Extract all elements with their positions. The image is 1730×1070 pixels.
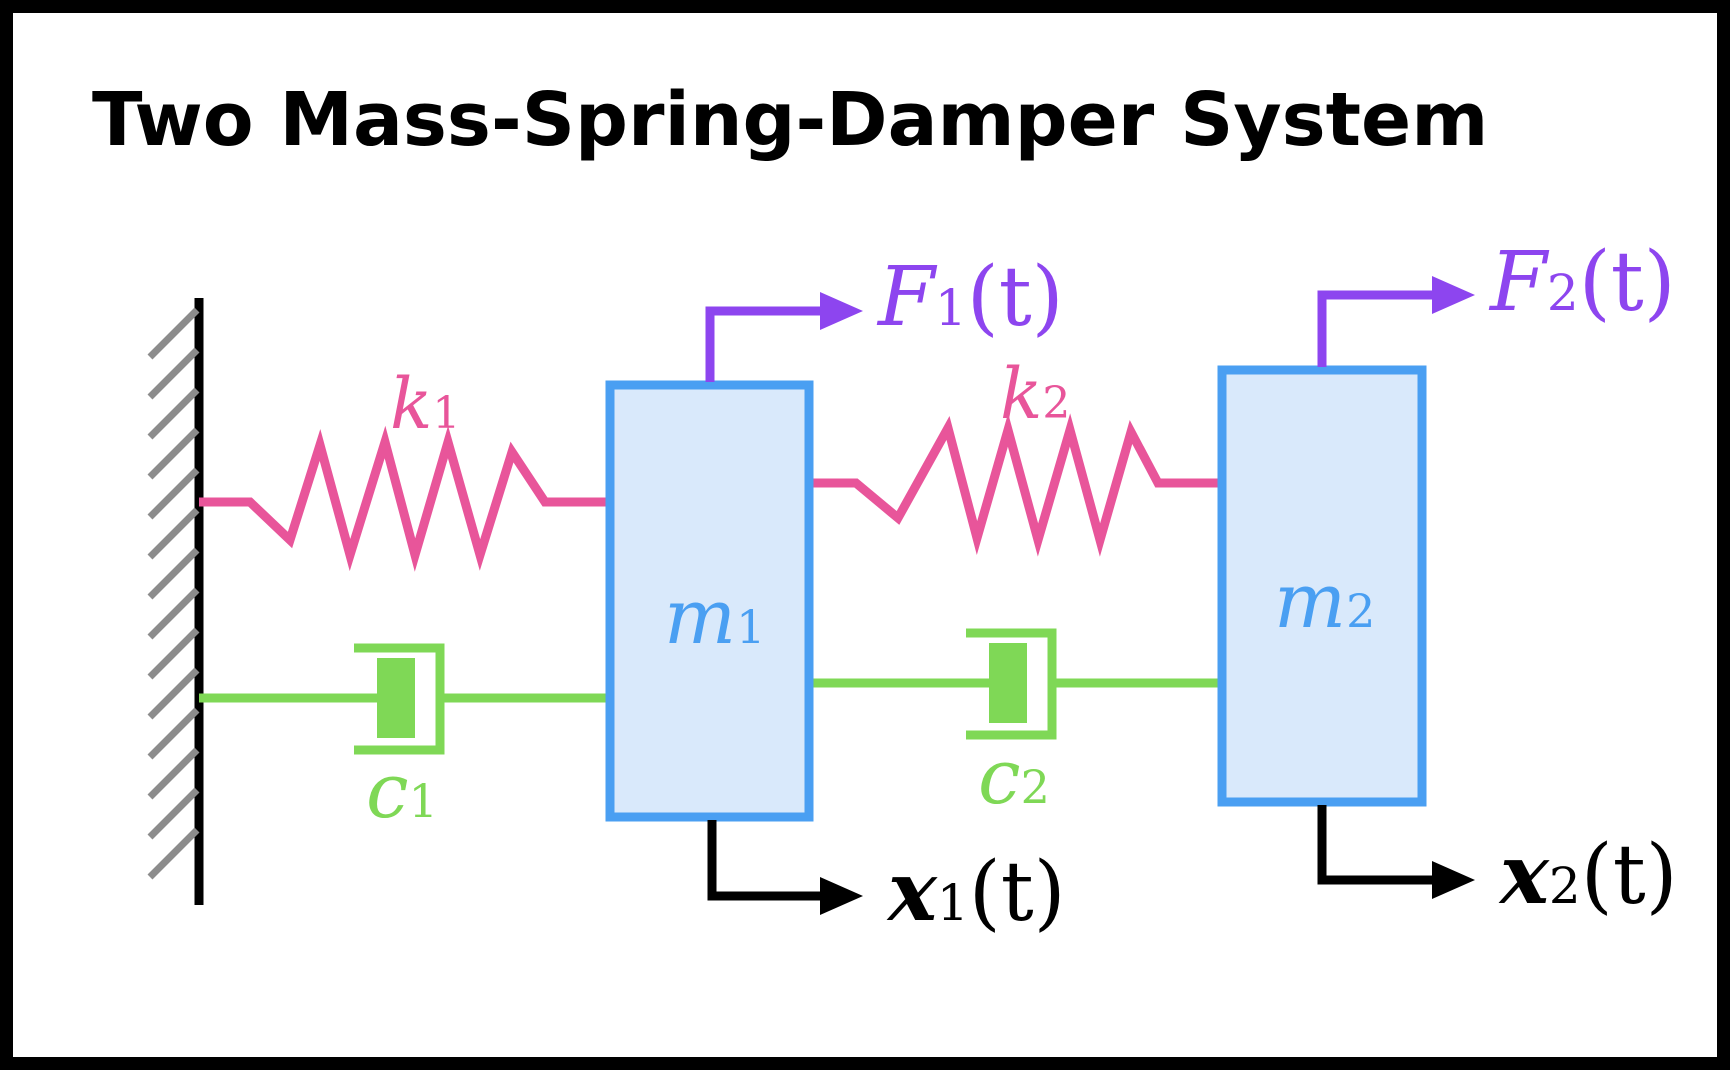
displacement-x2-line <box>1317 805 1440 885</box>
label-c1: c1 <box>366 746 438 835</box>
fixed-wall <box>147 298 204 905</box>
spring-k1 <box>199 425 606 572</box>
displacement-arrow-x1 <box>707 820 863 915</box>
label-m2: m2 <box>1274 556 1375 645</box>
wall-hatch-line <box>147 387 200 440</box>
wall-hatch-line <box>147 347 200 400</box>
mass-m1 <box>605 380 814 822</box>
spring-k2 <box>813 413 1218 557</box>
label-f1: F1(t) <box>876 250 1064 345</box>
wall-hatch-line <box>147 827 200 880</box>
force-arrow-f2 <box>1317 276 1475 367</box>
force-f1-arrowhead <box>820 292 863 330</box>
wall-hatch-line <box>147 507 200 560</box>
label-x1: x1(t) <box>886 844 1066 940</box>
wall-hatch-line <box>147 747 200 800</box>
wall-hatching <box>147 307 200 880</box>
wall-hatch-line <box>147 547 200 600</box>
label-k1: k1 <box>390 363 460 445</box>
wall-hatch-line <box>147 667 200 720</box>
force-f2-line <box>1317 290 1440 367</box>
wall-hatch-line <box>147 427 200 480</box>
diagram-title: Two Mass-Spring-Damper System <box>92 77 1488 163</box>
displacement-x1-arrowhead <box>820 877 863 915</box>
wall-hatch-line <box>147 467 200 520</box>
label-f2: F2(t) <box>1488 235 1676 330</box>
damper-c1-piston <box>377 658 415 738</box>
force-f2-arrowhead <box>1432 276 1475 314</box>
label-m1: m1 <box>664 572 765 661</box>
wall-hatch-line <box>147 587 200 640</box>
wall-hatch-line <box>147 707 200 760</box>
force-f1-line <box>705 306 828 382</box>
force-arrow-f1 <box>705 292 863 382</box>
displacement-x2-arrowhead <box>1432 861 1475 899</box>
wall-hatch-line <box>147 307 200 360</box>
damper-c2-piston <box>989 643 1027 723</box>
damper-c1 <box>199 643 606 755</box>
label-c2: c2 <box>978 732 1050 821</box>
wall-hatch-line <box>147 627 200 680</box>
label-x2: x2(t) <box>1498 827 1678 923</box>
displacement-arrow-x2 <box>1317 805 1475 899</box>
label-k2: k2 <box>1000 353 1070 435</box>
wall-hatch-line <box>147 787 200 840</box>
damper-c2 <box>813 628 1218 740</box>
mass-m2 <box>1217 365 1427 807</box>
displacement-x1-line <box>707 820 828 901</box>
